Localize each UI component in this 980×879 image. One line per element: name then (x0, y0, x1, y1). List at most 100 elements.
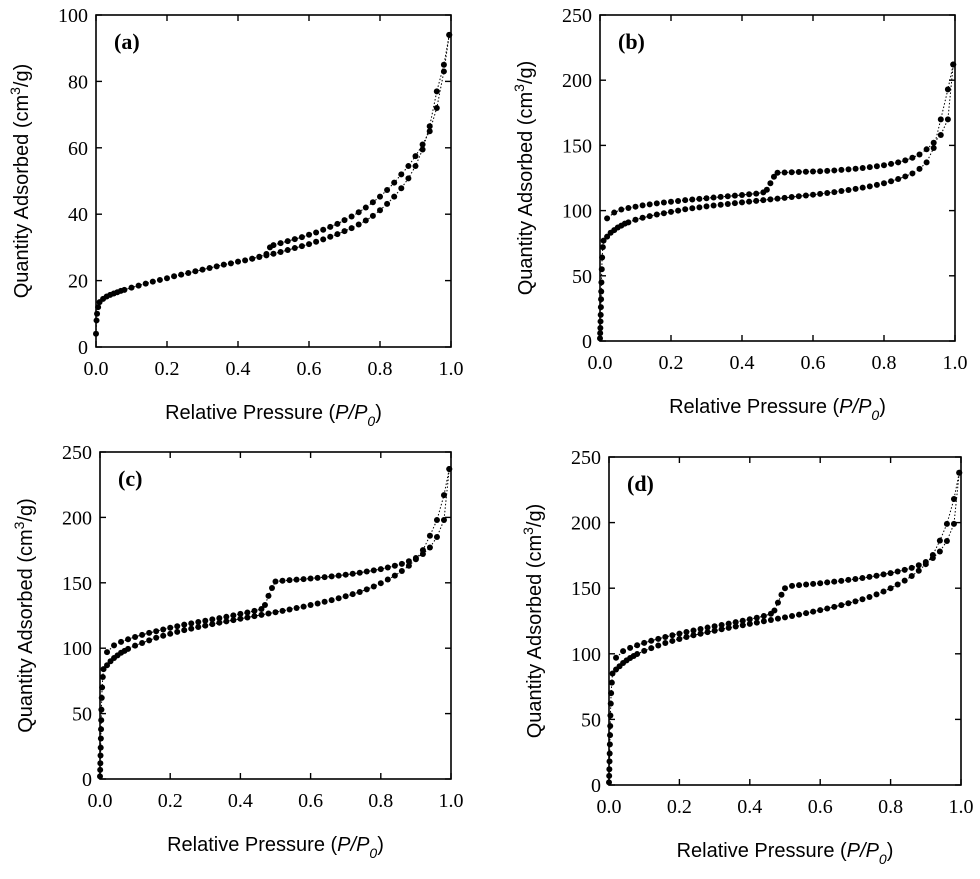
data-point (341, 217, 348, 224)
data-point (824, 190, 831, 196)
data-point (655, 635, 662, 642)
x-axis-label-p: P (847, 840, 861, 862)
data-point (648, 645, 655, 652)
data-point (668, 198, 674, 205)
data-point (446, 31, 453, 38)
x-axis-label-p0: /P (347, 402, 369, 424)
data-point (320, 226, 327, 233)
data-point (598, 296, 605, 303)
data-point (669, 637, 676, 644)
data-point (831, 167, 838, 174)
data-point (880, 588, 887, 595)
data-point (923, 159, 930, 166)
x-axis-label-subscript: 0 (367, 413, 375, 429)
data-point (426, 544, 433, 551)
data-point (796, 582, 803, 589)
data-point (648, 637, 655, 644)
data-point (111, 642, 118, 649)
series-desorption (104, 466, 453, 656)
y-axis-label-superscript: 3 (520, 527, 536, 535)
data-point (97, 752, 104, 759)
data-point (802, 168, 809, 175)
y-axis-label-text: Quantity Adsorbed (cm (11, 95, 33, 298)
data-point (611, 209, 618, 216)
data-point (690, 627, 697, 634)
y-tick-label: 100 (571, 644, 601, 666)
data-point (202, 622, 209, 629)
data-point (391, 562, 398, 569)
data-point (697, 626, 704, 632)
data-point (838, 577, 845, 584)
data-point (349, 591, 356, 598)
x-axis-label-text: Relative Pressure ( (165, 402, 335, 424)
data-point (634, 642, 641, 649)
data-point (852, 576, 859, 583)
data-point (597, 311, 604, 318)
data-point (831, 603, 838, 610)
data-point (950, 520, 957, 527)
data-point (683, 629, 690, 636)
x-tick-label: 0.8 (872, 352, 897, 374)
x-tick-label: 1.0 (439, 790, 464, 812)
data-point (223, 613, 230, 620)
data-point (362, 217, 369, 224)
data-point (307, 602, 314, 609)
x-tick-label: 0.4 (226, 358, 251, 380)
data-point (746, 616, 753, 623)
data-point (767, 610, 774, 617)
x-tick-label: 0.2 (659, 352, 684, 374)
data-point (164, 275, 170, 282)
data-point (732, 619, 739, 626)
data-point (831, 189, 838, 196)
data-point (810, 191, 816, 198)
data-point (901, 566, 908, 573)
data-point (440, 492, 447, 499)
data-point (789, 582, 796, 589)
data-point (384, 576, 391, 583)
data-point (370, 567, 377, 574)
data-point (153, 628, 160, 635)
data-point (845, 187, 852, 193)
data-point (405, 558, 412, 565)
data-point (223, 618, 230, 625)
data-point (398, 185, 405, 192)
data-point (174, 623, 181, 630)
y-axis-label-superscript: 3 (7, 87, 23, 95)
data-point (298, 243, 305, 250)
data-point (676, 635, 683, 642)
x-axis-label-subscript: 0 (871, 407, 879, 423)
series-desorption (604, 61, 957, 222)
x-axis-label-text: Relative Pressure ( (677, 840, 847, 862)
y-tick-label: 80 (68, 71, 88, 93)
data-point (440, 517, 447, 524)
x-tick-label: 0.8 (368, 790, 393, 812)
y-axis-label: Quantity Adsorbed (cm3/g) (7, 64, 33, 299)
data-point (669, 632, 676, 639)
data-point (597, 330, 604, 337)
data-point (717, 201, 724, 208)
data-point (349, 570, 356, 577)
x-axis-label: Relative Pressure (P/P0) (165, 402, 382, 429)
data-point (99, 684, 106, 691)
data-point (936, 548, 943, 555)
data-point (419, 551, 426, 558)
data-point (739, 617, 746, 624)
data-point (369, 199, 376, 206)
data-point (433, 88, 440, 95)
data-point (171, 273, 178, 280)
data-point (160, 632, 167, 639)
data-point (328, 573, 335, 580)
data-point (213, 263, 220, 270)
data-point (220, 261, 227, 268)
data-point (230, 612, 237, 619)
data-point (859, 184, 866, 191)
data-point (135, 282, 142, 289)
chart-panel-a: 0.0 0.2 0.4 0.6 0.8 1.0 0 20 40 60 80 100 (a) Relativ… (7, 5, 464, 429)
data-point (132, 642, 139, 649)
data-point (98, 694, 105, 701)
data-point (146, 637, 153, 644)
data-point (607, 732, 614, 739)
x-axis-label: Relative Pressure (P/P0) (669, 396, 886, 423)
data-point (370, 583, 377, 590)
data-point (936, 537, 943, 544)
